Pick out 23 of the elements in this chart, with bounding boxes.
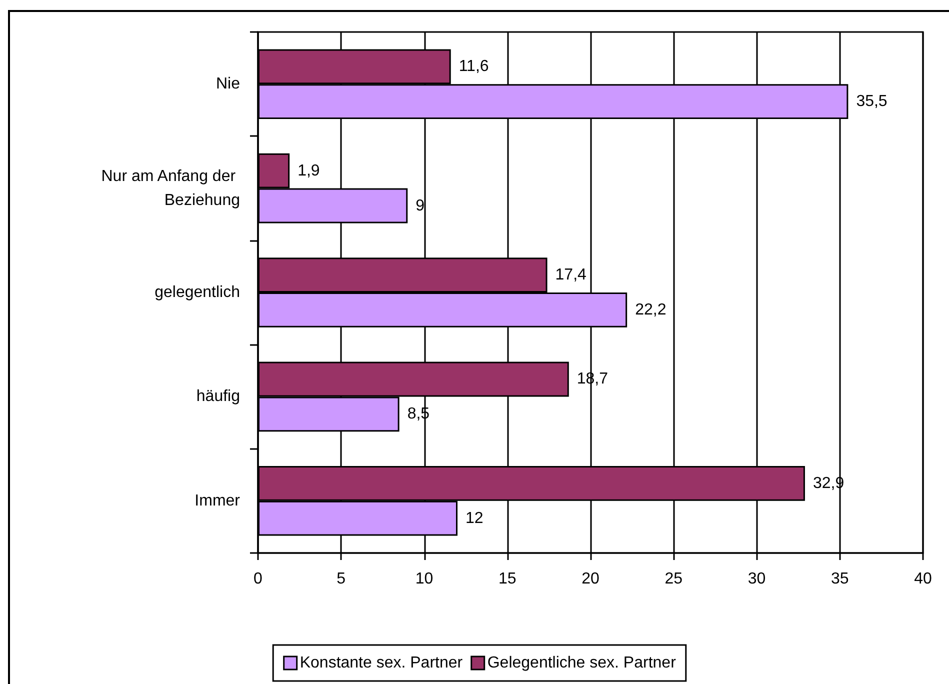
x-tick-label: 30 xyxy=(748,570,766,588)
data-label: 9 xyxy=(416,197,425,214)
legend-label: Konstante sex. Partner xyxy=(300,654,464,672)
data-label: 22,2 xyxy=(635,301,666,318)
y-tick-label: häufig xyxy=(196,388,240,406)
y-tick-label: Nie xyxy=(216,76,240,93)
data-label: 35,5 xyxy=(856,93,888,110)
x-tick-label: 35 xyxy=(830,570,849,588)
x-tick-label: 25 xyxy=(664,570,683,588)
x-tick-label: 10 xyxy=(415,570,434,588)
data-label: 12 xyxy=(466,510,484,527)
x-tick-label: 15 xyxy=(498,570,516,588)
data-label: 17,4 xyxy=(555,266,587,284)
x-tick-label: 5 xyxy=(336,570,346,588)
y-tick-label: Immer xyxy=(194,492,241,510)
y-tick-label: gelegentlich xyxy=(154,284,240,301)
legend-label: Gelegentliche sex. Partner xyxy=(487,654,677,672)
x-tick-label: 40 xyxy=(914,570,932,588)
data-label: 1,9 xyxy=(298,162,320,180)
y-tick-label: Nur am Anfang der Beziehung xyxy=(101,168,240,209)
x-tick-label: 20 xyxy=(582,570,600,588)
data-label: 11,6 xyxy=(458,58,489,76)
x-tick-label: 0 xyxy=(254,570,263,588)
